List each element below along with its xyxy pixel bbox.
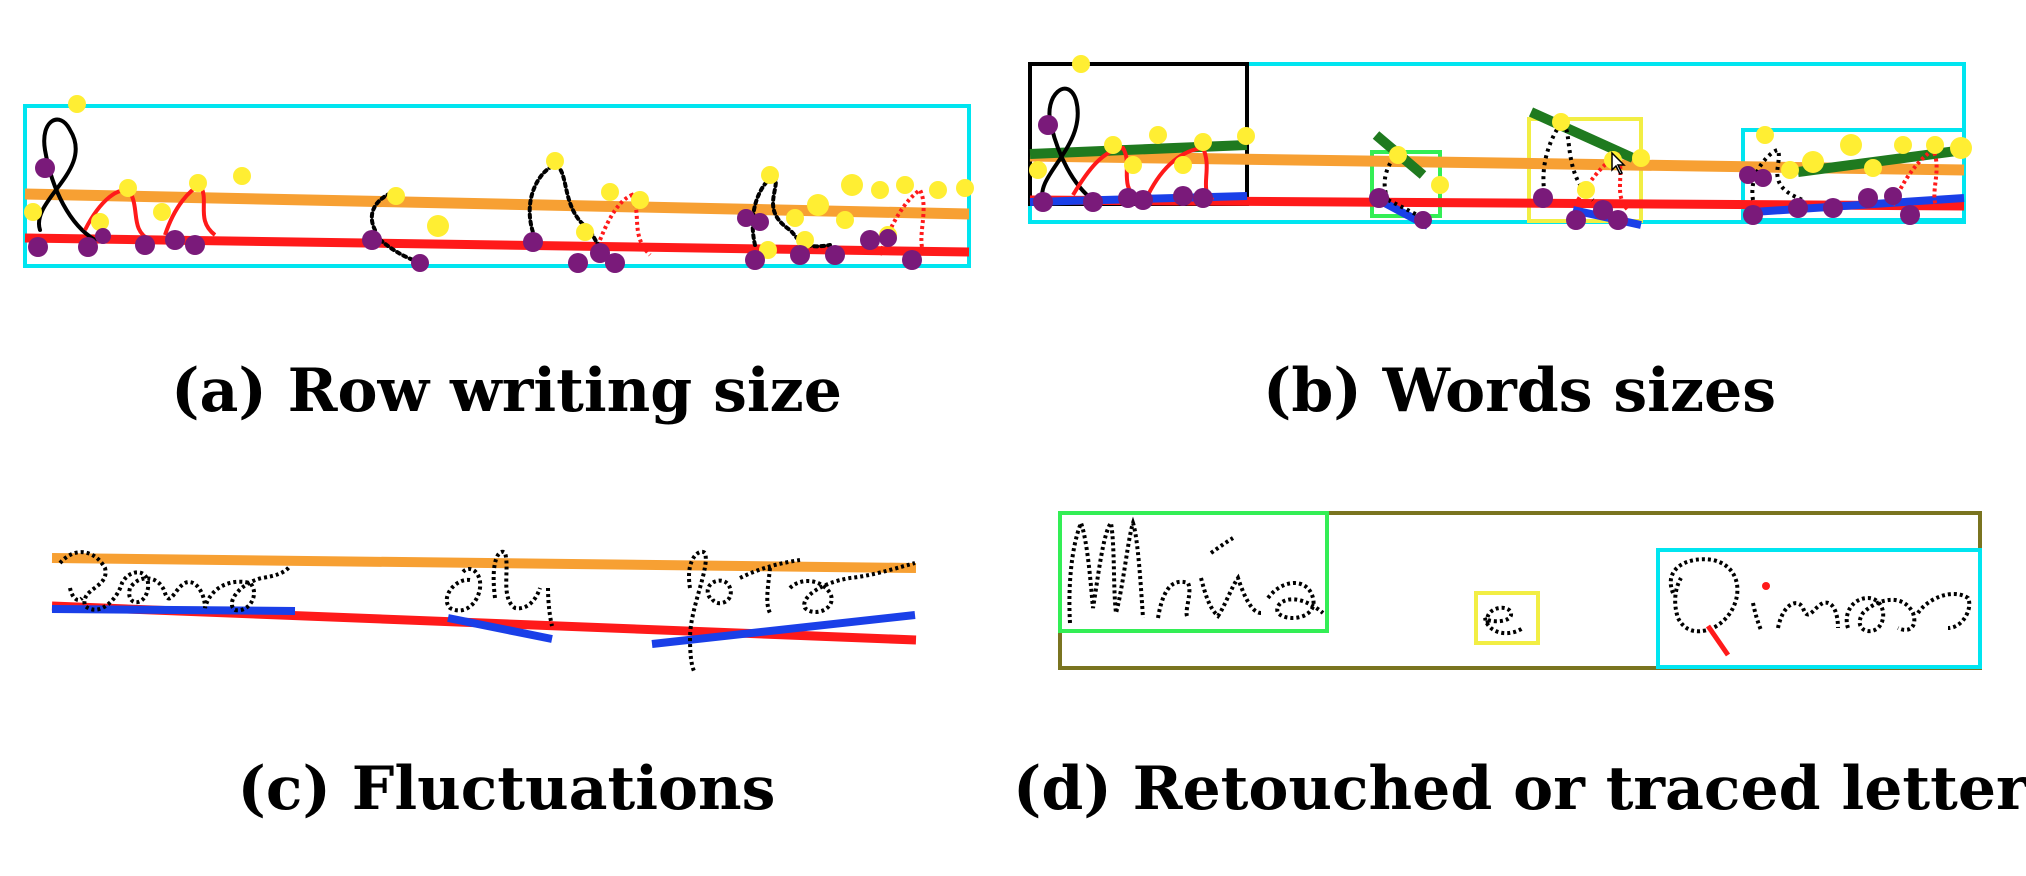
panel-row-writing-size: (a) Row writing size bbox=[0, 0, 1013, 438]
handwriting-strokes bbox=[58, 549, 916, 675]
word-box-dimon bbox=[1656, 548, 1982, 669]
word-box-1 bbox=[1028, 62, 1249, 206]
retouched-letters-diagram bbox=[1058, 511, 1982, 670]
panel-fluctuations: (c) Fluctuations bbox=[0, 438, 1013, 876]
caption-b: (b) Words sizes bbox=[1263, 356, 1776, 426]
bottom-points bbox=[1033, 115, 1920, 230]
caption-a: (a) Row writing size bbox=[171, 356, 842, 426]
top-points bbox=[1029, 55, 1972, 199]
caption-d: (d) Retouched or traced letters bbox=[1013, 754, 2026, 824]
word-box-maria bbox=[1058, 511, 1329, 633]
mouse-cursor-icon bbox=[1611, 151, 1626, 176]
panel-words-sizes: (b) Words sizes bbox=[1013, 0, 2026, 438]
top-points bbox=[24, 95, 974, 259]
handwriting-strokes bbox=[1067, 516, 1972, 636]
caption-c: (c) Fluctuations bbox=[237, 754, 776, 824]
upper-reference-line bbox=[51, 553, 917, 573]
retouch-point bbox=[1762, 582, 1770, 590]
words-sizes-diagram bbox=[1028, 55, 1972, 230]
panel-retouched-letters: (d) Retouched or traced letters bbox=[1013, 438, 2026, 876]
word-box-e bbox=[1474, 591, 1540, 645]
fluctuations-diagram bbox=[51, 549, 917, 675]
retouch-mark bbox=[1705, 624, 1731, 657]
bottom-points bbox=[28, 158, 922, 273]
row-writing-size-diagram bbox=[23, 95, 974, 273]
